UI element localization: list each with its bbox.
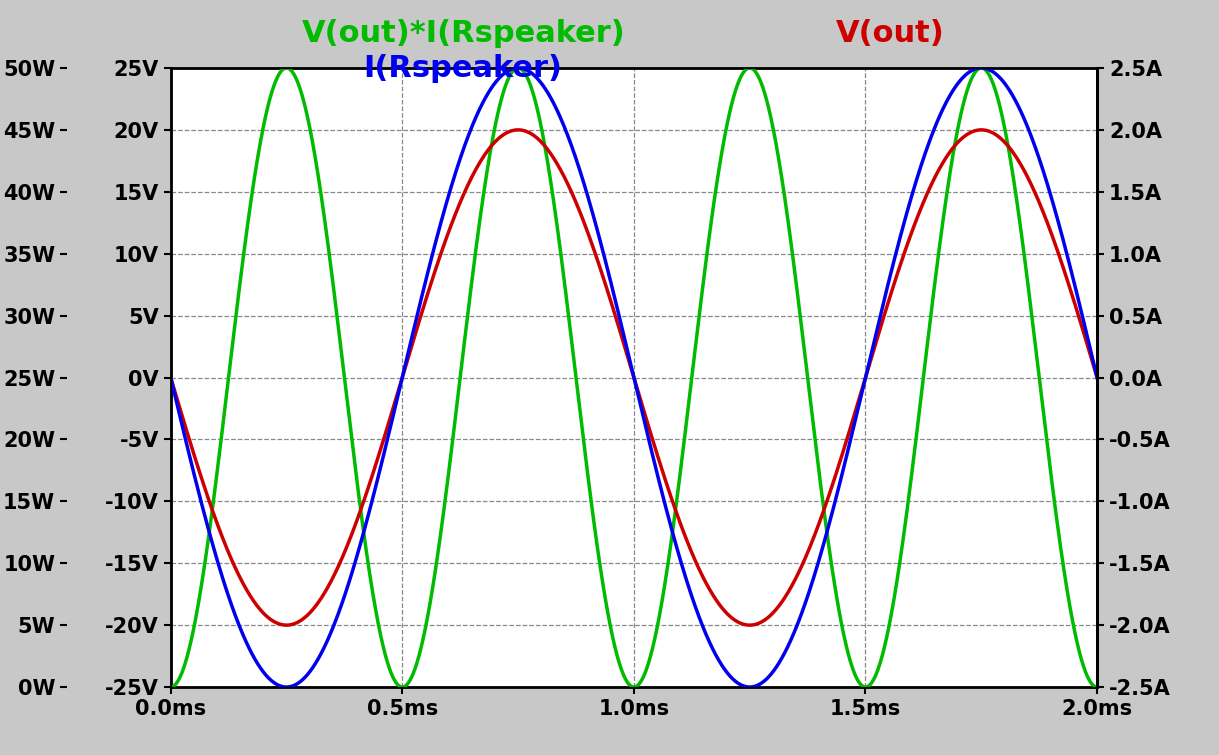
Text: I(Rspeaker): I(Rspeaker) bbox=[363, 54, 563, 83]
Text: V(out)*I(Rspeaker): V(out)*I(Rspeaker) bbox=[301, 19, 625, 48]
Text: V(out): V(out) bbox=[835, 19, 945, 48]
